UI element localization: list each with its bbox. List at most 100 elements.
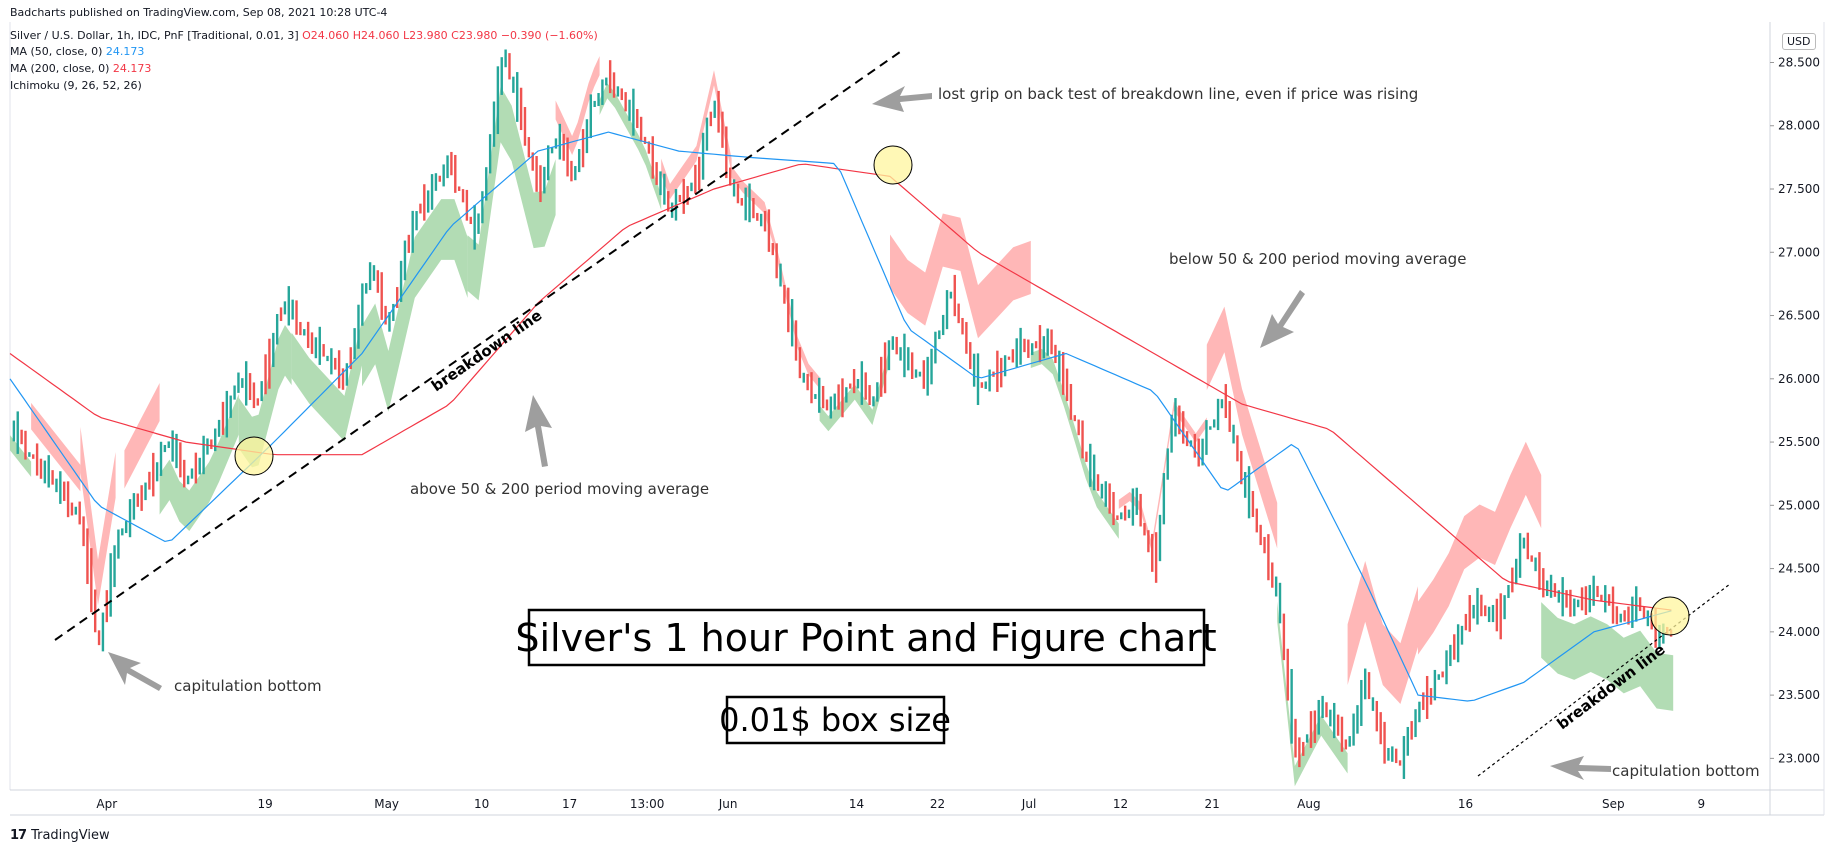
pnf-column-x [976, 353, 980, 406]
pnf-column-o [620, 88, 623, 101]
pnf-column-o [419, 203, 422, 214]
breakdown-label-left: breakdown line [428, 306, 545, 395]
pnf-column-o [1642, 606, 1646, 619]
pnf-column-o [849, 383, 852, 389]
pnf-column-o [1038, 325, 1042, 363]
pnf-column-o [306, 321, 310, 348]
cloud-bear-segment [731, 166, 820, 389]
pnf-column-o [66, 481, 70, 518]
pnf-column-x [663, 173, 666, 205]
cloud-bear-segment [661, 70, 732, 200]
pnf-column-x [1166, 448, 1169, 480]
pnf-column-x [272, 332, 275, 368]
pnf-column-o [1615, 606, 1619, 625]
ma200-line [9, 163, 1672, 611]
pnf-column-o [736, 183, 740, 204]
pnf-column-x [1635, 586, 1638, 622]
pnf-column-o [1154, 532, 1158, 583]
pnf-column-x [260, 381, 263, 402]
ma50-line [9, 131, 1672, 702]
pnf-column-x [748, 183, 751, 223]
pnf-column-o [910, 352, 914, 380]
arrow-lost-grip [872, 86, 932, 112]
pnf-column-o [1224, 384, 1228, 419]
price-tick-label: 25.000 [1778, 498, 1820, 512]
pnf-column-x [121, 528, 124, 536]
time-tick-label: May [374, 797, 399, 811]
box-size-box [725, 695, 946, 745]
pnf-column-o [1530, 555, 1533, 562]
pnf-column-x [577, 149, 581, 173]
pnf-column-o [20, 429, 23, 445]
pnf-column-o [1607, 594, 1611, 606]
pnf-column-x [504, 49, 507, 68]
cloud-bull-segment [238, 325, 292, 468]
pnf-column-x [1518, 533, 1522, 578]
pnf-column-x [345, 363, 349, 386]
pnf-column-x [244, 361, 248, 406]
legend-ichimoku[interactable]: Ichimoku (9, 26, 52, 26) [10, 79, 142, 92]
pnf-column-x [1437, 674, 1440, 680]
pnf-column-x [442, 164, 445, 187]
pnf-column-o [256, 398, 260, 406]
pnf-column-x [713, 100, 716, 118]
pnf-column-o [1611, 586, 1615, 624]
pnf-column-o [252, 382, 256, 409]
pnf-column-x [492, 101, 496, 147]
currency-badge[interactable]: USD [1782, 33, 1816, 50]
pnf-column-x [237, 372, 240, 393]
pnf-column-x [984, 381, 987, 389]
pnf-column-o [868, 385, 871, 405]
pnf-column-x [1402, 736, 1406, 779]
pnf-column-o [1143, 522, 1146, 536]
pnf-column-o [1302, 741, 1305, 756]
pnf-column-o [783, 284, 786, 304]
pnf-column-o [1600, 594, 1603, 601]
pnf-column-x [357, 304, 360, 349]
pnf-column-o [763, 210, 767, 232]
pnf-column-o [1240, 450, 1243, 485]
pnf-column-o [1027, 339, 1030, 358]
pnf-column-o [1061, 352, 1065, 395]
pnf-column-o [508, 53, 511, 80]
pnf-column-x [155, 462, 159, 482]
legend-ma50[interactable]: MA (50, close, 0) 24.173 [10, 45, 144, 58]
pnf-column-o [1263, 536, 1266, 554]
footer-brand[interactable]: 17 TradingView [10, 828, 110, 843]
pnf-column-o [852, 369, 856, 394]
pnf-column-o [295, 300, 298, 335]
pnf-column-x [732, 179, 736, 197]
pnf-column-x [926, 356, 929, 396]
pnf-column-x [1561, 577, 1564, 617]
pnf-column-x [330, 348, 333, 375]
pnf-column-o [70, 502, 74, 516]
pnf-column-x [1522, 537, 1526, 549]
pnf-column-x [1220, 399, 1224, 409]
pnf-column-o [806, 373, 809, 391]
pnf-column-o [1251, 490, 1255, 517]
footer-brand-text: TradingView [31, 828, 110, 843]
price-axis-ticks: 28.500 28.000 27.500 27.000 26.500 26.000 25.5… [1770, 55, 1820, 765]
pnf-column-o [1197, 438, 1200, 467]
pnf-column-x [1418, 701, 1421, 723]
pnf-column-o [961, 317, 964, 335]
legend-ma200[interactable]: MA (200, close, 0) 24.173 [10, 62, 151, 75]
pnf-column-x [1209, 426, 1212, 430]
pnf-column-x [891, 336, 895, 350]
pnf-column-x [1515, 558, 1518, 585]
pnf-column-o [322, 344, 325, 357]
pnf-column-x [856, 379, 860, 389]
pnf-column-o [1123, 505, 1127, 521]
pnf-column-x [372, 265, 376, 281]
pnf-column-x [914, 369, 918, 378]
pnf-column-o [136, 493, 139, 507]
pnf-column-x [1449, 644, 1452, 667]
pnf-column-o [535, 156, 538, 192]
ichimoku-cloud [10, 56, 1674, 787]
pnf-column-x [500, 57, 503, 95]
pnf-column-x [430, 174, 434, 210]
pnf-column-x [918, 371, 922, 377]
pnf-column-x [12, 420, 16, 442]
pnf-column-x [1472, 604, 1475, 619]
pnf-column-o [1081, 420, 1084, 459]
